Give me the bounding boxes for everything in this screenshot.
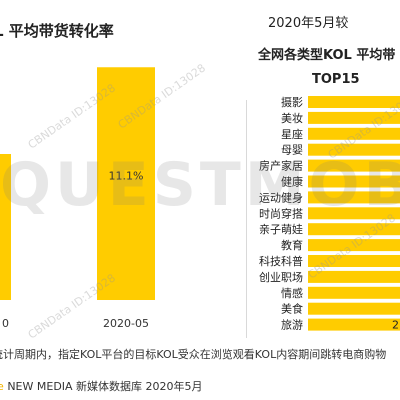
source-text: NEW MEDIA 新媒体数据库 2020年5月 xyxy=(7,380,203,393)
hbar xyxy=(308,191,400,204)
left-bar-chart: 0 11.1% 2020-05 xyxy=(0,67,155,330)
right-chart-subtitle: 全网各类型KOL 平均带 xyxy=(258,48,396,63)
category-label: 美妆 xyxy=(281,112,303,125)
category-label: 母婴 xyxy=(281,144,303,157)
hbar xyxy=(308,302,400,315)
hbar xyxy=(308,159,400,172)
hbar xyxy=(308,207,400,220)
bar-2020-05 xyxy=(97,67,155,301)
source-line: le NEW MEDIA 新媒体数据库 2020年5月 xyxy=(0,378,203,394)
x-tick-label: 2020-05 xyxy=(103,317,149,330)
hbar xyxy=(308,239,400,252)
hbar xyxy=(308,96,400,108)
hbar-data-label: 2 xyxy=(392,319,399,332)
category-label: 教育 xyxy=(281,238,303,252)
bar-data-label: 11.1% xyxy=(109,169,144,182)
category-label: 情感 xyxy=(281,287,303,300)
category-label: 健康 xyxy=(281,175,303,189)
category-label: 运动健身 xyxy=(259,190,303,204)
right-chart-title: 2020年5月较 xyxy=(268,16,349,31)
x-tick-label: 0 xyxy=(2,317,9,330)
category-label: 房产家居 xyxy=(259,159,303,173)
hbar xyxy=(308,286,400,299)
category-label: 亲子萌娃 xyxy=(259,222,303,236)
bar-prev xyxy=(0,154,11,300)
hbar xyxy=(308,175,400,188)
hbar xyxy=(308,143,400,156)
left-chart-title: L 平均带货转化率 xyxy=(0,22,114,40)
hbar xyxy=(308,270,400,283)
watermark-logo: QUESTMOBILE xyxy=(0,150,400,220)
hbar xyxy=(308,127,400,140)
hbar xyxy=(308,111,400,124)
category-label: 星座 xyxy=(281,127,303,141)
hbar xyxy=(308,223,400,236)
category-label: 时尚穿搭 xyxy=(259,206,303,220)
right-chart-top-label: TOP15 xyxy=(312,72,360,87)
right-bar-chart: 摄影美妆星座母婴房产家居健康运动健身时尚穿搭亲子萌娃教育科技科普创业职场情感美食… xyxy=(259,95,400,332)
category-label: 摄影 xyxy=(281,95,303,109)
footnote: 统计周期内，指定KOL平台的目标KOL受众在浏览观看KOL内容期间跳转电商购物 xyxy=(0,348,387,361)
hbar xyxy=(308,255,400,267)
chart-divider xyxy=(246,100,247,338)
source-brand: le xyxy=(0,380,4,393)
category-label: 美食 xyxy=(281,302,303,316)
category-label: 科技科普 xyxy=(259,254,303,268)
hbar xyxy=(308,318,400,331)
category-label: 创业职场 xyxy=(259,270,303,284)
category-label: 旅游 xyxy=(281,318,303,332)
